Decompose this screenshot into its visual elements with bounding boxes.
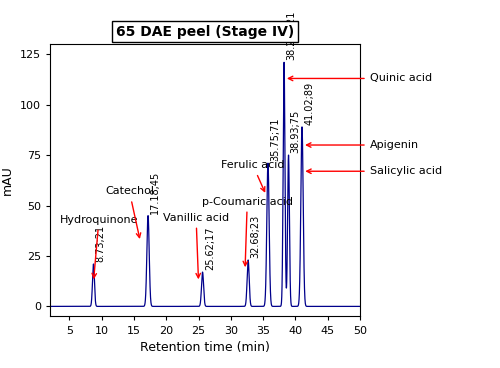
Text: 8.73;21: 8.73;21	[95, 225, 105, 262]
Y-axis label: mAU: mAU	[2, 166, 15, 195]
Text: 38.93;75: 38.93;75	[290, 110, 300, 153]
Text: Hydroquinone: Hydroquinone	[60, 215, 138, 278]
Text: Ferulic acid: Ferulic acid	[221, 160, 284, 191]
Text: 25.62;17: 25.62;17	[205, 227, 215, 270]
Title: 65 DAE peel (Stage IV): 65 DAE peel (Stage IV)	[116, 25, 294, 39]
Text: p-Coumaric acid: p-Coumaric acid	[202, 197, 293, 266]
Text: 38.24;121: 38.24;121	[286, 11, 296, 60]
Text: 35.75;71: 35.75;71	[270, 118, 280, 161]
Text: 17.18;45: 17.18;45	[150, 170, 160, 213]
Text: 32.68;23: 32.68;23	[250, 215, 260, 258]
Text: Salicylic acid: Salicylic acid	[306, 166, 442, 176]
Text: Quinic acid: Quinic acid	[288, 74, 432, 84]
Text: Catechol: Catechol	[105, 187, 154, 238]
Text: Vanillic acid: Vanillic acid	[163, 213, 229, 278]
X-axis label: Retention time (min): Retention time (min)	[140, 341, 270, 354]
Text: Apigenin: Apigenin	[306, 140, 419, 150]
Text: 41.02;89: 41.02;89	[304, 82, 314, 125]
